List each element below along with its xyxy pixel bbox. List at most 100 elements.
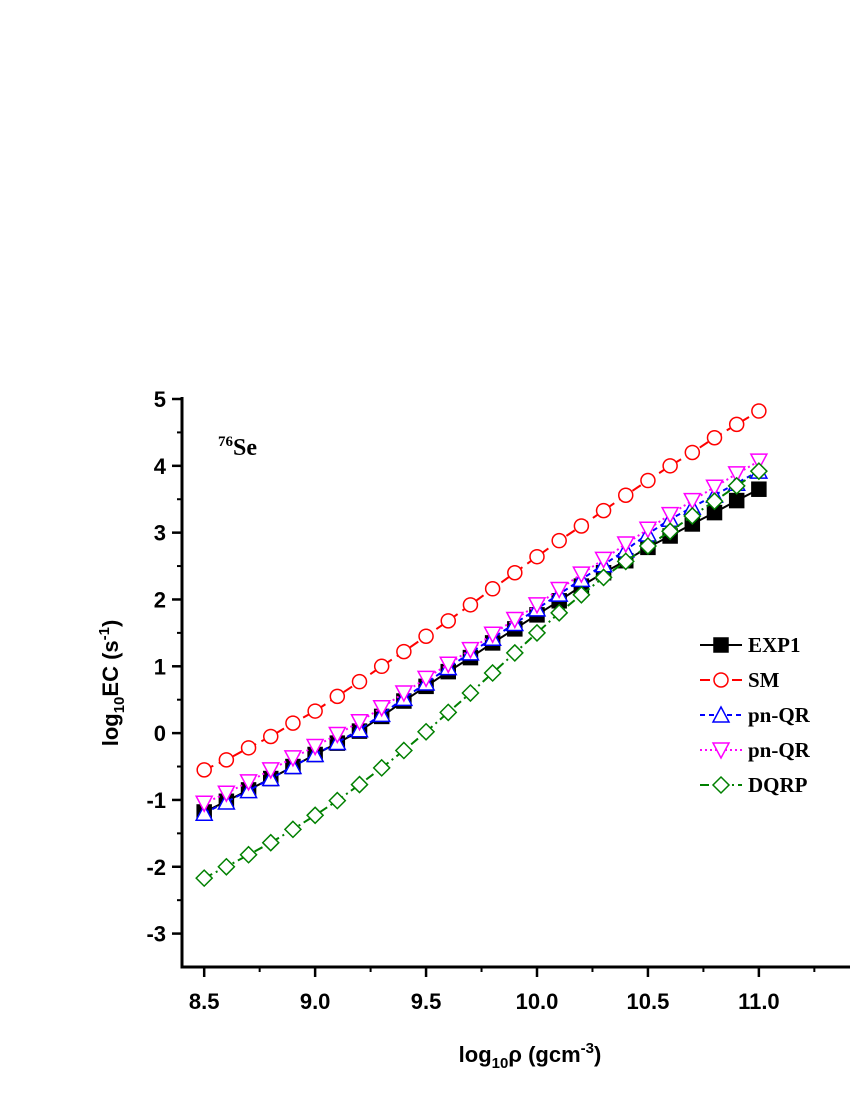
marker xyxy=(638,521,658,539)
marker xyxy=(217,857,236,876)
marker xyxy=(638,536,657,556)
marker xyxy=(683,506,702,526)
marker xyxy=(640,472,656,489)
legend-marker xyxy=(711,775,731,795)
marker xyxy=(660,506,680,525)
marker xyxy=(684,444,701,461)
x-tick-label: 10.0 xyxy=(516,989,559,1014)
y-tick-label: -3 xyxy=(146,922,166,947)
series-line xyxy=(203,460,760,805)
x-tick-label: 8.5 xyxy=(189,989,220,1014)
marker xyxy=(285,715,301,731)
x-tick-label: 10.5 xyxy=(627,989,670,1014)
y-label-base: log xyxy=(98,713,123,746)
marker xyxy=(239,845,258,864)
marker xyxy=(218,752,235,768)
x-axis-label: log10ρ (gcm-3) xyxy=(459,1040,602,1072)
marker xyxy=(373,658,390,675)
marker xyxy=(705,492,724,511)
marker xyxy=(439,656,458,674)
marker xyxy=(505,643,524,662)
marker xyxy=(283,750,303,768)
marker xyxy=(329,688,346,705)
legend-label: SM xyxy=(748,668,780,692)
marker xyxy=(618,487,634,503)
annotation: 76Se xyxy=(218,434,257,461)
marker xyxy=(661,522,680,541)
marker xyxy=(572,585,591,604)
marker xyxy=(572,566,591,584)
marker xyxy=(727,476,746,495)
marker xyxy=(461,641,480,660)
marker xyxy=(529,548,545,565)
marker xyxy=(440,613,456,629)
marker xyxy=(261,762,280,780)
marker xyxy=(372,699,391,718)
y-label-main: EC (s xyxy=(98,640,123,696)
marker xyxy=(727,466,746,484)
x-label-sup: -3 xyxy=(581,1040,594,1057)
legend-marker xyxy=(711,742,731,760)
marker xyxy=(439,703,458,722)
legend-label: DQRP xyxy=(748,773,808,797)
x-label-sub: 10 xyxy=(492,1055,509,1072)
marker xyxy=(662,458,678,474)
marker xyxy=(484,581,501,597)
y-label-sub: 10 xyxy=(111,697,128,714)
marker xyxy=(507,564,523,581)
legend-marker xyxy=(711,705,731,723)
marker xyxy=(350,775,369,794)
y-label-end: ) xyxy=(98,620,123,627)
marker xyxy=(505,611,525,630)
annotation-sup: 76 xyxy=(218,434,234,450)
marker xyxy=(328,791,347,810)
marker xyxy=(616,552,635,571)
marker xyxy=(240,740,257,756)
marker xyxy=(283,820,302,839)
marker xyxy=(196,762,212,778)
marker xyxy=(551,532,567,549)
x-label-main: ρ (gcm xyxy=(508,1042,580,1067)
marker xyxy=(372,758,391,777)
marker xyxy=(594,568,613,587)
marker xyxy=(462,597,479,613)
marker xyxy=(194,795,214,813)
marker xyxy=(305,738,325,757)
marker xyxy=(527,623,547,642)
legend-marker xyxy=(713,672,729,688)
y-tick-label: 1 xyxy=(154,654,166,679)
marker xyxy=(616,536,635,554)
marker xyxy=(705,479,724,497)
legend-label: pn-QR xyxy=(748,738,811,762)
legend-marker xyxy=(713,637,729,653)
y-tick-label: 4 xyxy=(154,454,167,479)
marker xyxy=(394,685,414,703)
marker xyxy=(261,833,280,852)
marker xyxy=(217,785,236,803)
marker xyxy=(751,403,767,419)
marker xyxy=(483,626,502,644)
marker xyxy=(595,502,612,519)
y-axis-label: log10EC (s-1) xyxy=(96,620,128,747)
marker xyxy=(549,581,569,600)
marker xyxy=(550,603,569,622)
y-tick-label: -1 xyxy=(146,788,166,813)
marker xyxy=(728,416,745,433)
marker xyxy=(350,714,369,732)
marker xyxy=(594,551,613,569)
annotation-text: Se xyxy=(233,435,257,461)
marker xyxy=(328,726,347,745)
marker xyxy=(461,683,480,703)
marker xyxy=(396,643,412,660)
x-tick-label: 9.0 xyxy=(300,989,331,1014)
y-tick-label: 0 xyxy=(154,721,166,746)
marker xyxy=(394,741,413,760)
marker xyxy=(239,774,258,792)
marker xyxy=(706,430,723,446)
marker xyxy=(306,806,325,825)
marker xyxy=(749,453,769,471)
y-tick-label: 3 xyxy=(154,521,166,546)
marker xyxy=(483,663,502,683)
marker xyxy=(751,481,767,497)
